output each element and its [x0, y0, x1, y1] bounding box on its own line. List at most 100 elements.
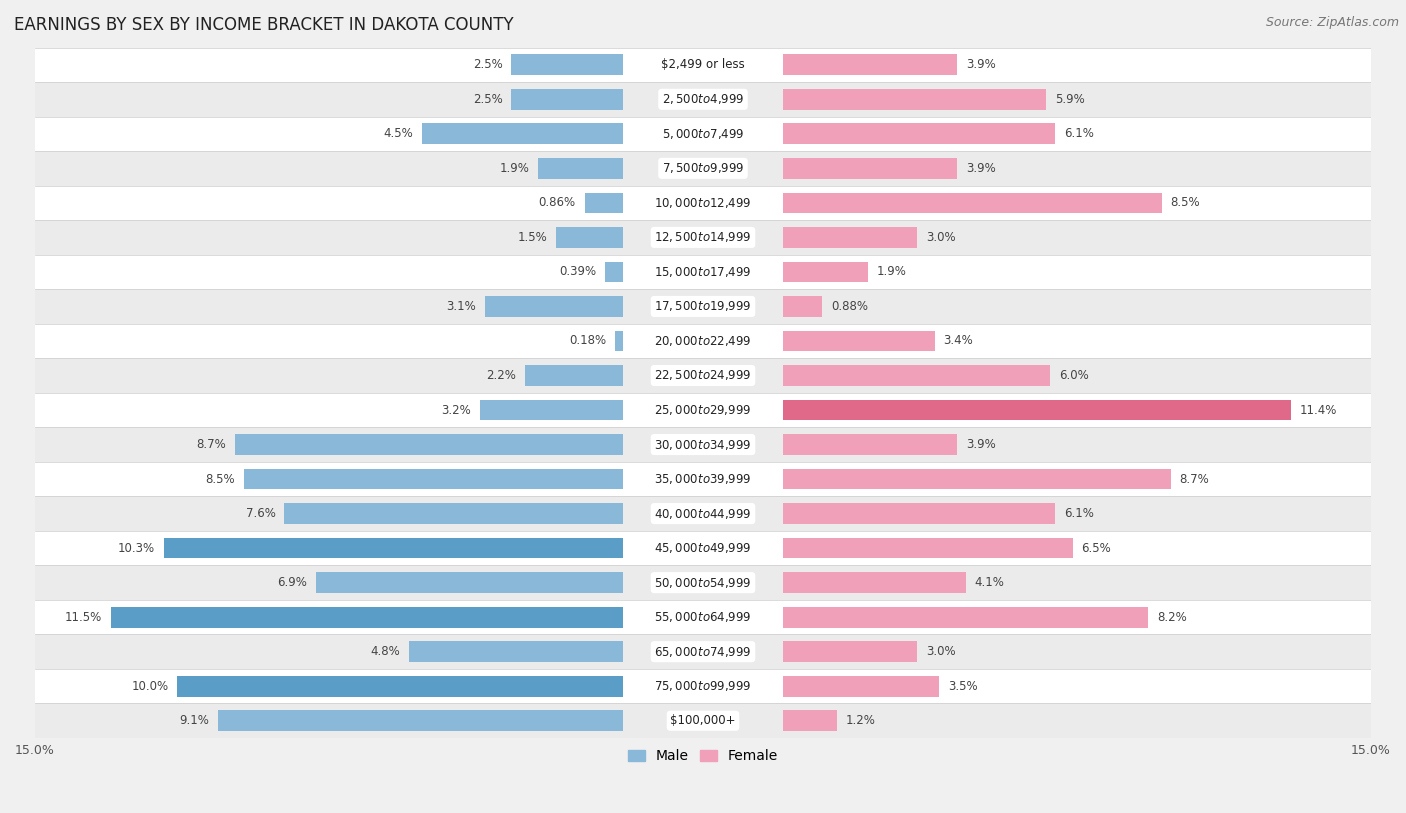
- Text: $100,000+: $100,000+: [671, 715, 735, 728]
- Bar: [218, 711, 623, 731]
- Bar: [538, 158, 623, 179]
- Bar: [422, 124, 623, 144]
- Text: 8.5%: 8.5%: [1171, 197, 1201, 210]
- Bar: [783, 227, 917, 248]
- Bar: [783, 262, 868, 282]
- Bar: [606, 262, 623, 282]
- Bar: [783, 54, 957, 75]
- Text: 6.1%: 6.1%: [1064, 128, 1094, 141]
- Text: 0.39%: 0.39%: [560, 265, 596, 278]
- Text: $2,500 to $4,999: $2,500 to $4,999: [662, 93, 744, 107]
- Bar: [35, 703, 1371, 738]
- Text: 3.9%: 3.9%: [966, 438, 995, 451]
- Text: 1.9%: 1.9%: [499, 162, 529, 175]
- Text: 2.5%: 2.5%: [472, 93, 502, 106]
- Text: $30,000 to $34,999: $30,000 to $34,999: [654, 437, 752, 451]
- Text: $12,500 to $14,999: $12,500 to $14,999: [654, 230, 752, 245]
- Bar: [35, 393, 1371, 428]
- Bar: [783, 365, 1050, 386]
- Bar: [512, 54, 623, 75]
- Text: $25,000 to $29,999: $25,000 to $29,999: [654, 403, 752, 417]
- Text: EARNINGS BY SEX BY INCOME BRACKET IN DAKOTA COUNTY: EARNINGS BY SEX BY INCOME BRACKET IN DAK…: [14, 16, 513, 34]
- Bar: [481, 400, 623, 420]
- Text: 1.5%: 1.5%: [517, 231, 547, 244]
- Bar: [783, 641, 917, 662]
- Text: 6.9%: 6.9%: [277, 576, 307, 589]
- Bar: [409, 641, 623, 662]
- Text: 8.2%: 8.2%: [1157, 611, 1187, 624]
- Text: 4.5%: 4.5%: [384, 128, 413, 141]
- Bar: [35, 600, 1371, 634]
- Text: 3.1%: 3.1%: [446, 300, 475, 313]
- Bar: [783, 469, 1171, 489]
- Text: 3.4%: 3.4%: [943, 334, 973, 347]
- Bar: [35, 82, 1371, 116]
- Bar: [512, 89, 623, 110]
- Text: 11.5%: 11.5%: [65, 611, 101, 624]
- Text: 7.6%: 7.6%: [246, 507, 276, 520]
- Text: 3.0%: 3.0%: [925, 231, 955, 244]
- Bar: [783, 572, 966, 593]
- Text: 8.7%: 8.7%: [197, 438, 226, 451]
- Bar: [783, 89, 1046, 110]
- Bar: [783, 676, 939, 697]
- Bar: [177, 676, 623, 697]
- Text: $5,000 to $7,499: $5,000 to $7,499: [662, 127, 744, 141]
- Bar: [555, 227, 623, 248]
- Text: 0.86%: 0.86%: [538, 197, 575, 210]
- Text: 6.5%: 6.5%: [1081, 541, 1111, 554]
- Text: 2.2%: 2.2%: [486, 369, 516, 382]
- Bar: [783, 503, 1054, 524]
- Text: 9.1%: 9.1%: [179, 715, 208, 728]
- Bar: [35, 289, 1371, 324]
- Bar: [783, 296, 823, 317]
- Text: $7,500 to $9,999: $7,500 to $9,999: [662, 161, 744, 176]
- Bar: [35, 185, 1371, 220]
- Text: 1.9%: 1.9%: [877, 265, 907, 278]
- Text: 3.5%: 3.5%: [948, 680, 977, 693]
- Text: 5.9%: 5.9%: [1054, 93, 1084, 106]
- Text: $22,500 to $24,999: $22,500 to $24,999: [654, 368, 752, 382]
- Bar: [315, 572, 623, 593]
- Bar: [35, 669, 1371, 703]
- Bar: [284, 503, 623, 524]
- Bar: [35, 116, 1371, 151]
- Bar: [35, 220, 1371, 254]
- Text: $45,000 to $49,999: $45,000 to $49,999: [654, 541, 752, 555]
- Text: 3.2%: 3.2%: [441, 403, 471, 416]
- Text: 3.9%: 3.9%: [966, 162, 995, 175]
- Text: $15,000 to $17,499: $15,000 to $17,499: [654, 265, 752, 279]
- Bar: [783, 158, 957, 179]
- Bar: [783, 193, 1161, 213]
- Text: 10.0%: 10.0%: [131, 680, 169, 693]
- Text: 11.4%: 11.4%: [1299, 403, 1337, 416]
- Text: $40,000 to $44,999: $40,000 to $44,999: [654, 506, 752, 520]
- Text: $10,000 to $12,499: $10,000 to $12,499: [654, 196, 752, 210]
- Bar: [585, 193, 623, 213]
- Bar: [35, 565, 1371, 600]
- Bar: [783, 434, 957, 455]
- Bar: [485, 296, 623, 317]
- Bar: [35, 324, 1371, 359]
- Text: $75,000 to $99,999: $75,000 to $99,999: [654, 679, 752, 693]
- Text: 1.2%: 1.2%: [845, 715, 876, 728]
- Bar: [35, 462, 1371, 496]
- Text: 6.0%: 6.0%: [1059, 369, 1090, 382]
- Bar: [235, 434, 623, 455]
- Bar: [783, 400, 1291, 420]
- Bar: [524, 365, 623, 386]
- Bar: [783, 331, 935, 351]
- Text: 4.8%: 4.8%: [370, 646, 401, 659]
- Bar: [35, 496, 1371, 531]
- Bar: [165, 537, 623, 559]
- Text: 8.5%: 8.5%: [205, 472, 235, 485]
- Text: 8.7%: 8.7%: [1180, 472, 1209, 485]
- Text: $65,000 to $74,999: $65,000 to $74,999: [654, 645, 752, 659]
- Bar: [35, 634, 1371, 669]
- Bar: [783, 124, 1054, 144]
- Text: 0.88%: 0.88%: [831, 300, 869, 313]
- Bar: [783, 711, 837, 731]
- Bar: [783, 606, 1149, 628]
- Text: $35,000 to $39,999: $35,000 to $39,999: [654, 472, 752, 486]
- Text: $55,000 to $64,999: $55,000 to $64,999: [654, 611, 752, 624]
